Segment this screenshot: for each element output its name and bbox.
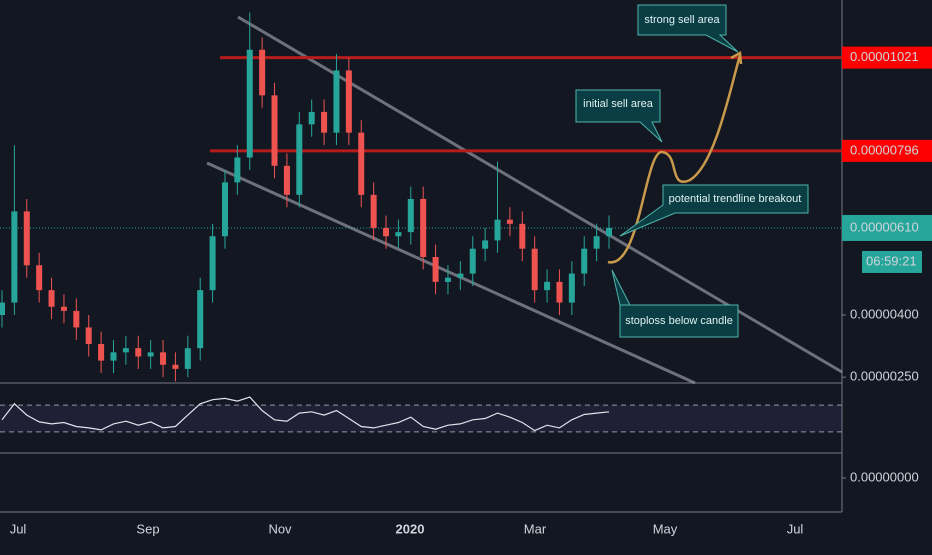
candle-body	[370, 194, 377, 228]
x-tick-label: Jul	[787, 521, 804, 536]
price-label: 0.00000796	[850, 142, 919, 157]
rsi-pane	[0, 396, 842, 433]
candle-body	[122, 348, 129, 353]
rsi-band	[0, 405, 842, 432]
annotation: potential trendline breakout	[669, 193, 802, 205]
candle-body	[457, 273, 464, 278]
candle-body	[160, 352, 167, 365]
candle-body	[48, 290, 55, 307]
annotations: strong sell area initial sell area poten…	[575, 4, 809, 338]
candle-body	[23, 211, 30, 266]
candle-body	[333, 70, 340, 133]
candle-body	[469, 248, 476, 274]
candle-body	[531, 248, 538, 291]
x-tick-label: Nov	[268, 521, 292, 536]
candle-body	[308, 111, 315, 125]
candle-body	[321, 111, 328, 133]
candle-body	[432, 256, 439, 282]
candle-body	[197, 290, 204, 349]
x-tick-label: Jul	[10, 521, 27, 536]
candle-body	[234, 157, 241, 183]
candle-body	[283, 165, 290, 195]
candle-body	[259, 49, 266, 96]
candle-body	[581, 248, 588, 274]
candle-body	[135, 348, 142, 357]
candle-body	[568, 273, 575, 303]
candle-body	[544, 281, 551, 291]
candle-body	[296, 124, 303, 195]
annotation: stoploss below candle	[625, 315, 733, 327]
x-tick-label: Mar	[524, 521, 547, 536]
last-price-label: 0.00000610	[850, 219, 919, 234]
annotation-box	[611, 269, 739, 338]
candle-body	[271, 95, 278, 166]
candle-body	[606, 227, 612, 237]
candle-body	[395, 232, 402, 237]
candle-body	[221, 182, 228, 237]
candle-body	[147, 352, 154, 357]
grid	[0, 0, 843, 513]
annotation-box	[637, 4, 739, 53]
axes: 0.00001021 0.00000796 0.00000400 0.00000250…	[10, 46, 932, 536]
x-tick-label: Sep	[136, 521, 159, 536]
countdown-box	[862, 250, 922, 273]
candle-body	[556, 281, 563, 303]
candle-body	[358, 132, 365, 195]
x-tick-label: May	[653, 521, 678, 536]
candle-body	[85, 327, 92, 345]
candle-body	[494, 219, 501, 241]
price-label-box	[842, 139, 932, 162]
arrow-head	[730, 50, 743, 65]
candle-body	[60, 306, 67, 311]
candle-body	[593, 236, 600, 249]
candle-body	[172, 364, 179, 369]
annotation-box	[575, 89, 663, 143]
candle-body	[519, 223, 526, 249]
y-tick-label: 0.00000000	[850, 469, 919, 484]
countdown: 06:59:21	[866, 253, 917, 268]
y-tick-label: 0.00000400	[850, 306, 919, 321]
candle-body	[482, 240, 489, 249]
candle-body	[11, 211, 18, 303]
candle-body	[345, 70, 352, 133]
price-label: 0.00001021	[850, 49, 919, 64]
y-tick-label: 0.00000250	[850, 369, 919, 384]
candle-body	[383, 227, 390, 237]
candle-body	[98, 344, 105, 361]
x-tick-label: 2020	[396, 521, 425, 536]
candle-body	[209, 236, 216, 291]
candle-body	[0, 302, 5, 316]
trendline	[206, 161, 696, 385]
candle-body	[246, 49, 253, 158]
annotation: initial sell area	[583, 98, 654, 110]
candle-body	[444, 277, 451, 282]
candle-body	[36, 265, 43, 291]
rsi-line	[1, 396, 610, 432]
price-label-box	[842, 46, 932, 69]
candle-body	[407, 198, 414, 233]
candle-body	[506, 219, 513, 224]
candles	[0, 12, 612, 382]
price-label-box	[842, 214, 932, 241]
candle-body	[73, 310, 80, 328]
annotation: strong sell area	[644, 14, 720, 26]
candle-body	[184, 348, 191, 369]
candle-body	[110, 352, 117, 361]
annotation-box	[619, 184, 809, 237]
candle-body	[420, 198, 427, 257]
